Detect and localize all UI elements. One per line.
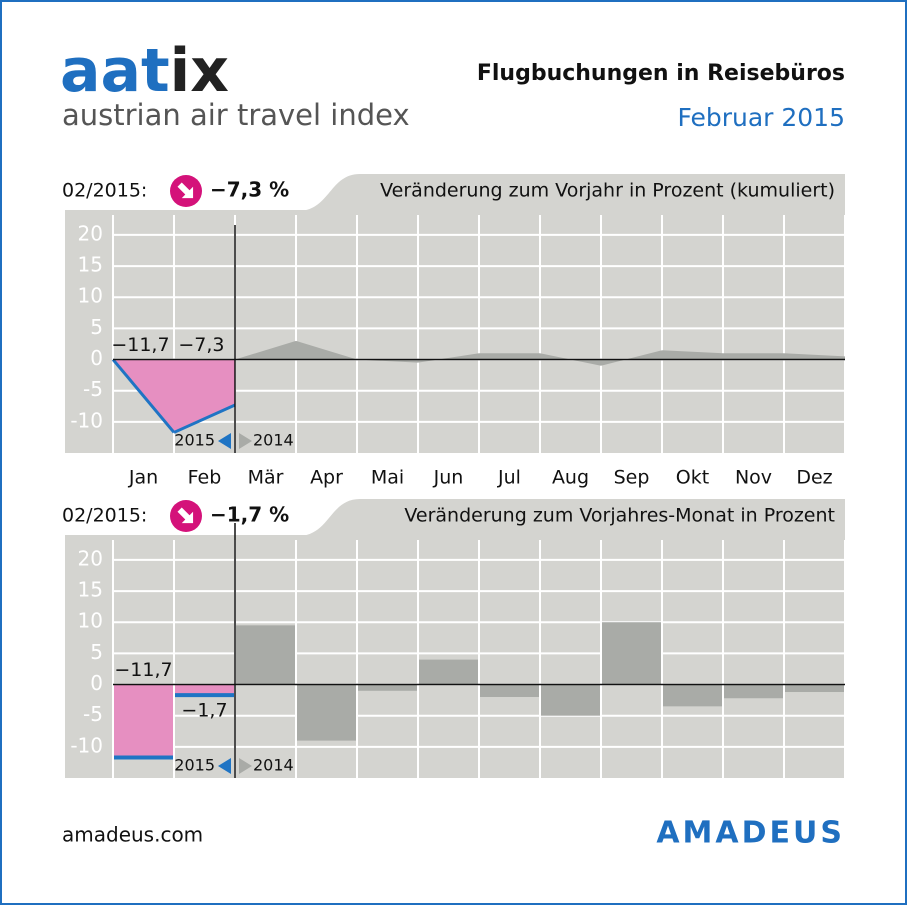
area-2015 bbox=[113, 359, 235, 433]
period: 02/2015: bbox=[62, 505, 147, 527]
value-label: −1,7 bbox=[181, 700, 227, 722]
y-tick-label: 15 bbox=[78, 578, 103, 602]
bar-2014 bbox=[541, 684, 600, 716]
x-tick-label: Aug bbox=[552, 467, 589, 489]
y-tick-label: 0 bbox=[90, 346, 103, 370]
bar-2014 bbox=[663, 684, 722, 707]
x-tick-label: Jul bbox=[497, 467, 521, 489]
headline-value: −7,3 % bbox=[210, 178, 289, 202]
legend-marker-2015 bbox=[218, 433, 231, 449]
legend-2014: 2014 bbox=[253, 431, 294, 450]
bar-2014 bbox=[419, 659, 478, 685]
bar-2014 bbox=[297, 684, 356, 741]
legend-marker-2014 bbox=[239, 433, 252, 449]
date: Februar 2015 bbox=[677, 103, 845, 132]
y-tick-label: -5 bbox=[83, 702, 103, 726]
bar-2014 bbox=[785, 684, 844, 693]
value-label: −11,7 bbox=[111, 334, 169, 356]
y-tick-label: -5 bbox=[83, 377, 103, 401]
bar-2014 bbox=[724, 684, 783, 699]
footer-url: amadeus.com bbox=[62, 823, 203, 847]
y-tick-label: -10 bbox=[70, 408, 103, 432]
banner-tab bbox=[300, 499, 845, 536]
x-tick-label: Jan bbox=[128, 467, 158, 489]
title: Flugbuchungen in Reisebüros bbox=[477, 61, 845, 86]
x-tick-label: Dez bbox=[796, 467, 832, 489]
legend-marker-2015 bbox=[218, 758, 231, 774]
subtitle: Veränderung zum Vorjahres-Monat in Proze… bbox=[404, 505, 835, 527]
bar-2015 bbox=[175, 684, 234, 696]
bar-2014 bbox=[602, 622, 661, 685]
bar-2014 bbox=[358, 684, 417, 691]
legend-2014: 2014 bbox=[253, 756, 294, 775]
subtitle: Veränderung zum Vorjahr in Prozent (kumu… bbox=[380, 180, 835, 202]
logo-dark: ix bbox=[170, 36, 229, 106]
x-tick-label: Jun bbox=[433, 467, 464, 489]
legend-2015: 2015 bbox=[174, 431, 215, 450]
trend-arrow bbox=[177, 182, 194, 199]
period: 02/2015: bbox=[62, 180, 147, 202]
x-tick-label: Mai bbox=[371, 467, 404, 489]
trend-arrow bbox=[177, 507, 194, 524]
y-tick-label: 20 bbox=[78, 221, 103, 245]
bar-2014 bbox=[480, 684, 539, 697]
y-tick-label: 10 bbox=[78, 609, 103, 633]
bar-2014 bbox=[236, 625, 295, 685]
value-label: −7,3 bbox=[178, 334, 224, 356]
trend-arrow-shape bbox=[177, 507, 194, 524]
x-tick-label: Okt bbox=[676, 467, 709, 489]
trend-arrow-shape bbox=[177, 182, 194, 199]
x-tick-label: Sep bbox=[614, 467, 650, 489]
y-tick-label: 15 bbox=[78, 253, 103, 277]
bar-2015 bbox=[114, 684, 173, 758]
line-2015 bbox=[173, 403, 236, 434]
x-tick-label: Nov bbox=[735, 467, 772, 489]
y-tick-label: 5 bbox=[90, 640, 103, 664]
y-tick-label: 5 bbox=[90, 315, 103, 339]
value-label: −11,7 bbox=[114, 659, 172, 681]
y-tick-label: -10 bbox=[70, 733, 103, 757]
legend-2015: 2015 bbox=[174, 756, 215, 775]
line-2015-start bbox=[111, 358, 176, 434]
tagline: austrian air travel index bbox=[62, 98, 410, 132]
headline-value: −1,7 % bbox=[210, 503, 289, 527]
x-tick-label: Feb bbox=[188, 467, 222, 489]
logo-blue: aat bbox=[60, 36, 170, 106]
plot-background bbox=[65, 535, 845, 778]
legend-marker-2014 bbox=[239, 758, 252, 774]
logo: aatix bbox=[60, 36, 229, 106]
brand: AMADEUS bbox=[656, 816, 845, 851]
banner-tab bbox=[300, 174, 845, 211]
y-tick-label: 0 bbox=[90, 671, 103, 695]
x-tick-label: Apr bbox=[310, 467, 343, 489]
y-tick-label: 20 bbox=[78, 546, 103, 570]
x-tick-label: Mär bbox=[248, 467, 284, 489]
y-tick-label: 10 bbox=[78, 284, 103, 308]
